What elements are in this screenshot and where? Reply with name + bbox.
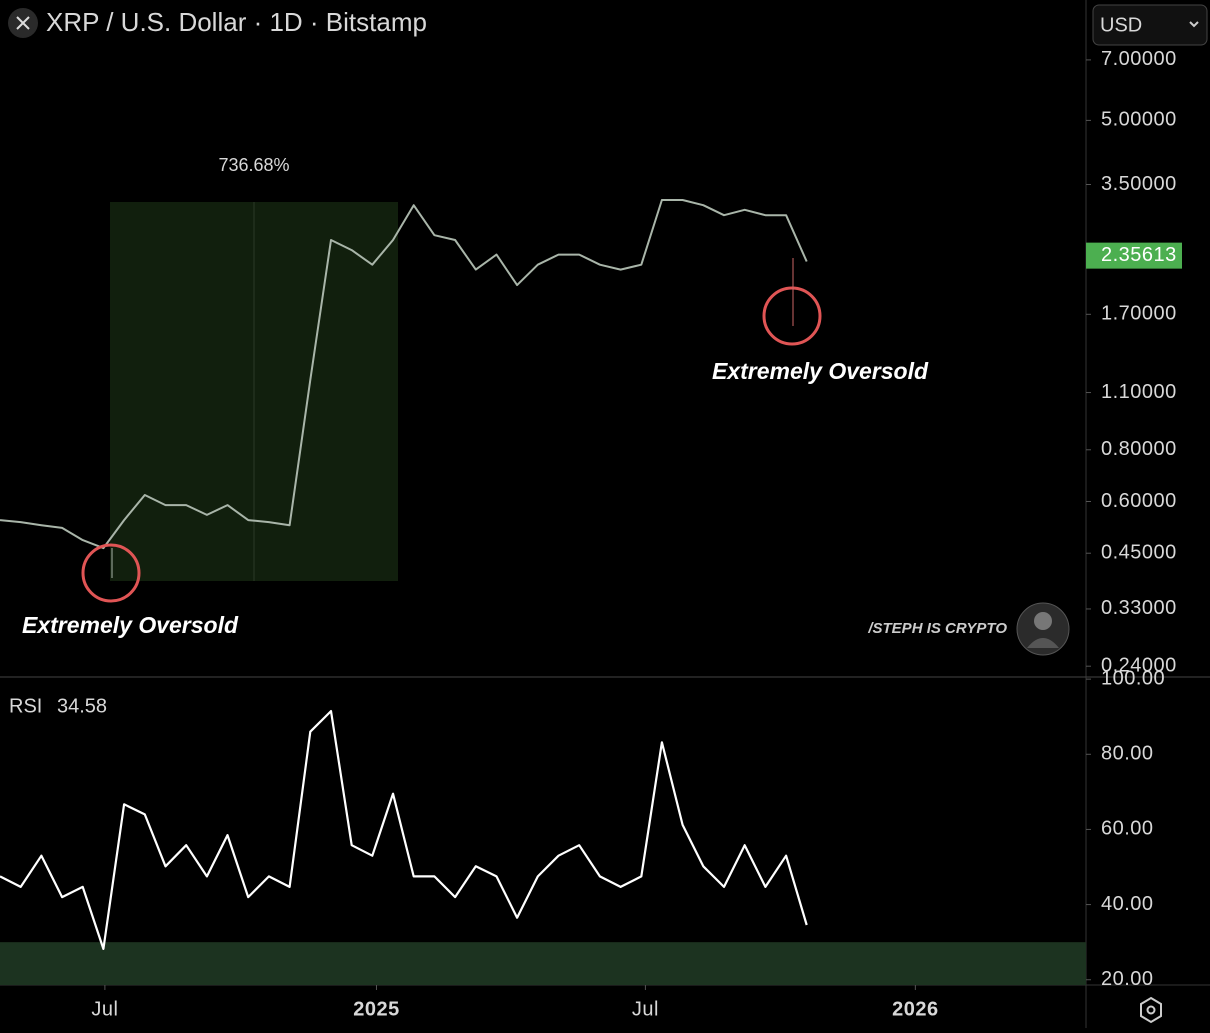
y-tick-label: 0.80000: [1101, 438, 1177, 460]
highlight-circle: [762, 286, 822, 346]
y-tick-label: 0.45000: [1101, 541, 1177, 563]
last-price-tag: [1086, 242, 1182, 269]
y-tick-label: 60.00: [1101, 818, 1154, 840]
y-tick-label: 80.00: [1101, 743, 1154, 765]
dropdown-icon: [1189, 21, 1199, 28]
x-tick-label: 2026: [892, 998, 939, 1020]
rsi-title: RSI: [9, 695, 42, 717]
y-tick-label: 0.33000: [1101, 597, 1177, 619]
close-icon: [16, 16, 30, 30]
highlight-circle: [81, 543, 141, 603]
avatar-body: [1027, 638, 1059, 648]
y-tick-label: 0.24000: [1101, 654, 1177, 676]
y-tick-label: 7.00000: [1101, 48, 1177, 70]
y-tick-label: 0.60000: [1101, 490, 1177, 512]
y-tick-label: 5.00000: [1101, 109, 1177, 131]
avatar-head: [1034, 612, 1052, 630]
settings-icon[interactable]: [1140, 996, 1162, 1024]
y-tick-label: 100.00: [1101, 667, 1165, 689]
annotation: Extremely Oversold: [712, 358, 929, 384]
watermark: /STEPH IS CRYPTO: [867, 620, 1007, 637]
y-tick-label: 1.10000: [1101, 381, 1177, 403]
y-tick-label: 20.00: [1101, 968, 1154, 990]
currency-select[interactable]: [1092, 4, 1208, 46]
oversold-band: [0, 942, 1086, 985]
y-tick-label: 40.00: [1101, 893, 1154, 915]
currency-label: USD: [1100, 14, 1142, 36]
last-price-label: 2.35613: [1101, 244, 1177, 266]
x-tick-label: Jul: [632, 998, 659, 1020]
series-line: [0, 710, 808, 950]
x-tick-label: Jul: [91, 998, 118, 1020]
y-tick-label: 1.70000: [1101, 303, 1177, 325]
percent-label: 736.68%: [218, 155, 289, 175]
y-tick-label: 3.50000: [1101, 173, 1177, 195]
series-line: [0, 199, 808, 550]
x-tick-label: 2025: [353, 998, 400, 1020]
rsi-value: 34.58: [57, 695, 107, 717]
annotation: Extremely Oversold: [22, 612, 239, 638]
settings-icon-dot: [1146, 1005, 1156, 1015]
symbol-title: XRP / U.S. Dollar · 1D · Bitstamp: [46, 7, 427, 37]
